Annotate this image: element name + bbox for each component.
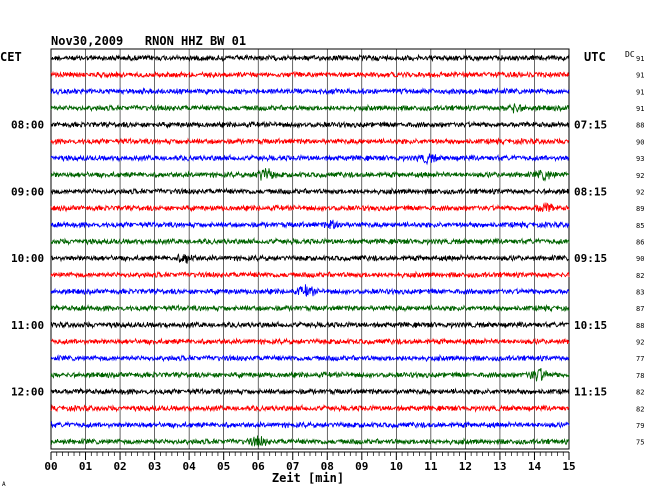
left-hour-label: 09:00 <box>11 185 44 198</box>
dc-value: 82 <box>636 405 644 413</box>
right-hour-labels: 07:15 08:15 09:15 10:15 11:15 <box>574 119 607 399</box>
trace-line <box>50 253 570 264</box>
left-hour-label: 12:00 <box>11 386 44 399</box>
dc-value: 86 <box>636 238 644 246</box>
trace-line <box>50 70 570 79</box>
dc-value: 82 <box>636 272 644 280</box>
dc-value: 92 <box>636 188 644 196</box>
trace-line <box>50 270 570 279</box>
corner-mark: A <box>2 481 6 488</box>
trace-line <box>50 53 570 63</box>
x-tick-label: 04 <box>183 460 197 473</box>
x-tick-label: 03 <box>148 460 161 473</box>
x-tick-label: 00 <box>44 460 57 473</box>
trace-line <box>50 303 570 313</box>
x-tick-label: 11 <box>424 460 438 473</box>
dc-value: 79 <box>636 422 644 430</box>
left-hour-label: 10:00 <box>11 252 44 265</box>
trace-line <box>50 368 570 382</box>
dc-value: 77 <box>636 355 644 363</box>
trace-line <box>50 187 570 196</box>
dc-value: 75 <box>636 439 644 447</box>
traces <box>50 53 570 447</box>
x-tick-label: 14 <box>528 460 542 473</box>
trace-line <box>50 387 570 396</box>
left-axis-label: CET <box>0 50 22 64</box>
dc-value: 89 <box>636 205 644 213</box>
dc-value: 91 <box>636 88 644 96</box>
x-tick-label: 13 <box>493 460 506 473</box>
x-tick-label: 02 <box>113 460 126 473</box>
trace-line <box>50 168 570 182</box>
x-tick-label: 09 <box>355 460 368 473</box>
dc-value: 88 <box>636 322 644 330</box>
trace-line <box>50 219 570 230</box>
left-hour-label: 08:00 <box>11 119 44 132</box>
trace-line <box>50 337 570 346</box>
trace-line <box>50 320 570 330</box>
dc-value: 91 <box>636 55 644 63</box>
right-hour-label: 11:15 <box>574 386 607 399</box>
right-hour-label: 09:15 <box>574 252 607 265</box>
trace-line <box>50 353 570 363</box>
dc-value: 92 <box>636 339 644 347</box>
right-hour-label: 07:15 <box>574 119 607 132</box>
trace-line <box>50 403 570 413</box>
x-axis-label: Zeit [min] <box>272 471 344 485</box>
right-hour-label: 08:15 <box>574 185 607 198</box>
dc-value: 91 <box>636 72 644 80</box>
chart-title: Nov30,2009 RNON HHZ BW 01 <box>51 34 246 48</box>
dc-value: 91 <box>636 105 644 113</box>
trace-line <box>50 284 570 297</box>
right-hour-label: 10:15 <box>574 319 607 332</box>
dc-value: 88 <box>636 122 644 130</box>
trace-line <box>50 435 570 447</box>
trace-line <box>50 153 570 166</box>
left-hour-labels: 08:00 09:00 10:00 11:00 12:00 <box>11 119 44 399</box>
trace-line <box>50 103 570 114</box>
x-tick-label: 08 <box>321 460 334 473</box>
x-tick-label: 01 <box>79 460 93 473</box>
grid <box>50 48 570 450</box>
x-tick-label: 10 <box>390 460 403 473</box>
plot-frame <box>50 48 570 450</box>
dc-value: 87 <box>636 305 644 313</box>
x-tick-label: 05 <box>217 460 230 473</box>
right-axis-label: UTC <box>584 50 606 64</box>
trace-line <box>50 86 570 96</box>
x-tick-label: 06 <box>252 460 266 473</box>
x-tick-label: 15 <box>562 460 575 473</box>
dc-value: 83 <box>636 289 644 297</box>
dc-value: 78 <box>636 372 644 380</box>
dc-value: 85 <box>636 222 644 230</box>
dc-value: 90 <box>636 255 644 263</box>
trace-line <box>50 137 569 146</box>
trace-line <box>50 420 570 430</box>
trace-line <box>50 120 569 129</box>
left-hour-label: 11:00 <box>11 319 44 332</box>
dc-value: 92 <box>636 172 644 180</box>
trace-line <box>50 236 570 247</box>
dc-value-labels: 91 91 91 91 88 90 93 92 92 89 85 86 90 82 83 87 88 92 77 78… <box>636 55 644 447</box>
dc-value: 93 <box>636 155 644 163</box>
trace-line <box>50 202 570 213</box>
dc-value: 82 <box>636 389 644 397</box>
x-axis: 00 01 02 03 04 05 06 07 08 09 10 11 12 13 14 15 <box>44 451 576 473</box>
x-tick-label: 12 <box>459 460 472 473</box>
dc-header: DC <box>625 50 635 59</box>
dc-value: 90 <box>636 138 644 146</box>
x-tick-label: 07 <box>286 460 299 473</box>
